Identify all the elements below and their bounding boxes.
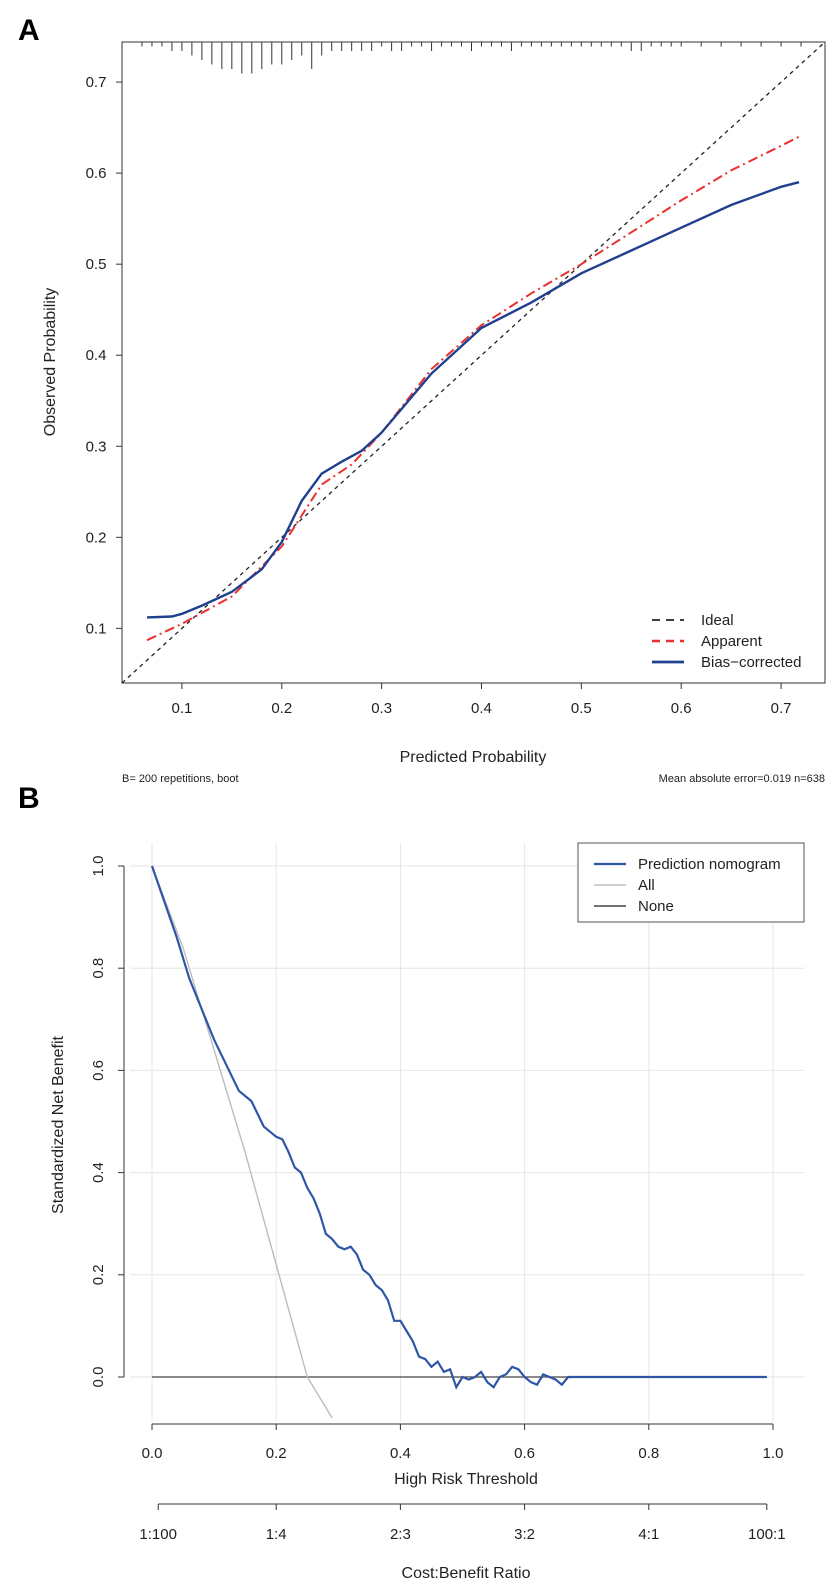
- x-axis-label-a: Predicted Probability: [400, 749, 547, 766]
- x-tick-label-b: 0.6: [514, 1445, 535, 1462]
- legend-label-b: Prediction nomogram: [638, 856, 781, 873]
- x-tick-label-b: 0.0: [142, 1445, 163, 1462]
- legend-label-a: Apparent: [701, 633, 763, 650]
- plot-frame-a: [121, 41, 826, 684]
- legend-label-a: Ideal: [701, 612, 734, 629]
- y-axis-label-b: Standardized Net Benefit: [50, 1036, 67, 1214]
- x-tick-label-a: 0.7: [771, 700, 792, 717]
- legend-a: Ideal Apparent Bias−corrected: [652, 612, 801, 671]
- grid-b: [130, 843, 805, 1422]
- x-tick-label-b: 0.2: [266, 1445, 287, 1462]
- series-line-ideal: [122, 42, 825, 683]
- calibration-chart: 0.1 0.2 0.3 0.4 0.5 0.6 0.7 0.1 0.2 0.3 0.4 0.5 0.6…: [42, 41, 826, 785]
- y-tick-label-a: 0.7: [86, 74, 107, 91]
- rug-plot: [141, 42, 802, 74]
- x-tick-label-a: 0.3: [371, 700, 392, 717]
- y-axis-b: 0.0 0.2 0.4 0.6 0.8 1.0: [90, 856, 125, 1388]
- x-tick-label-a: 0.2: [271, 700, 292, 717]
- cost-tick-label: 4:1: [638, 1526, 659, 1543]
- series-line-all: [151, 865, 333, 1419]
- series-line-prediction-nomogram: [150, 865, 767, 1390]
- y-tick-label-b: 0.6: [90, 1060, 107, 1081]
- series-b: [150, 865, 767, 1419]
- x-axis-label-b: High Risk Threshold: [394, 1471, 538, 1488]
- y-tick-label-a: 0.5: [86, 256, 107, 273]
- panel-a-label: A: [18, 14, 40, 47]
- y-axis-label-a: Observed Probability: [42, 288, 59, 437]
- y-tick-label-a: 0.1: [86, 620, 107, 637]
- y-tick-label-b: 0.0: [90, 1367, 107, 1388]
- y-tick-label-a: 0.3: [86, 438, 107, 455]
- plot-area-b: [130, 843, 805, 1422]
- y-tick-label-b: 1.0: [90, 856, 107, 877]
- y-tick-label-a: 0.2: [86, 529, 107, 546]
- x-tick-label-a: 0.1: [171, 700, 192, 717]
- series-a: [122, 42, 825, 683]
- cost-tick-label: 2:3: [390, 1526, 411, 1543]
- x-tick-label-a: 0.6: [671, 700, 692, 717]
- cost-benefit-axis: 1:100 1:4 2:3 3:2 4:1 100:1: [139, 1503, 786, 1543]
- x-axis-b: 0.0 0.2 0.4 0.6 0.8 1.0: [142, 1423, 784, 1462]
- cost-tick-label: 100:1: [748, 1526, 786, 1543]
- y-axis-a: 0.1 0.2 0.3 0.4 0.5 0.6 0.7: [86, 74, 122, 637]
- legend-box-b: [577, 842, 805, 923]
- annotation-right: Mean absolute error=0.019 n=638: [659, 773, 825, 785]
- annotation-left: B= 200 repetitions, boot: [122, 773, 239, 785]
- x-tick-label-b: 1.0: [763, 1445, 784, 1462]
- series-line-apparent: [146, 135, 800, 642]
- decision-curve-chart: 0.0 0.2 0.4 0.6 0.8 1.0 0.0 0.2 0.4 0.6 0.8 1.0 Hi…: [50, 842, 805, 1582]
- x-tick-label-a: 0.4: [471, 700, 492, 717]
- x-tick-label-b: 0.4: [390, 1445, 411, 1462]
- y-tick-label-a: 0.6: [86, 165, 107, 182]
- x-tick-label-b: 0.8: [638, 1445, 659, 1462]
- cost-benefit-axis-label: Cost:Benefit Ratio: [402, 1565, 531, 1582]
- x-axis-a: 0.1 0.2 0.3 0.4 0.5 0.6 0.7: [171, 683, 791, 717]
- panel-b-label: B: [18, 782, 40, 815]
- y-tick-label-b: 0.4: [90, 1162, 107, 1183]
- legend-b: Prediction nomogram All None: [577, 842, 805, 923]
- y-tick-label-a: 0.4: [86, 347, 107, 364]
- y-tick-label-b: 0.2: [90, 1264, 107, 1285]
- legend-label-b: All: [638, 877, 655, 894]
- legend-label-b: None: [638, 898, 674, 915]
- y-tick-label-b: 0.8: [90, 958, 107, 979]
- cost-tick-label: 1:4: [266, 1526, 287, 1543]
- x-tick-label-a: 0.5: [571, 700, 592, 717]
- cost-tick-label: 1:100: [139, 1526, 177, 1543]
- series-line-bias-corrected: [146, 181, 800, 619]
- cost-tick-label: 3:2: [514, 1526, 535, 1543]
- legend-label-a: Bias−corrected: [701, 654, 801, 671]
